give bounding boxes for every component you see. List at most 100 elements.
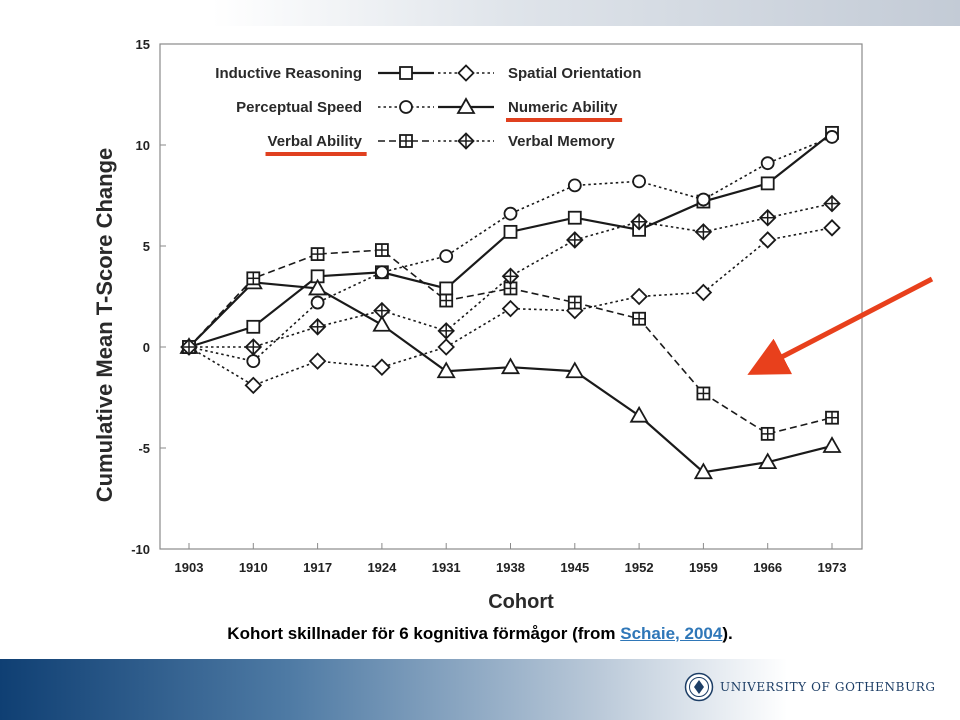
y-tick-label: 5 (143, 239, 150, 254)
data-point (760, 426, 775, 441)
x-tick-label: 1931 (432, 560, 461, 575)
caption: Kohort skillnader för 6 kognitiva förmåg… (0, 624, 960, 644)
legend-item: Inductive Reasoning (215, 65, 434, 82)
data-point (374, 265, 389, 280)
x-axis-ticks: 1903 1910 1917 1924 1931 1938 1945 1952 1959 1966… (175, 543, 847, 575)
x-tick: 1945 (560, 543, 589, 575)
data-point (758, 452, 778, 470)
series-verbal-ability (182, 243, 839, 441)
data-point (760, 156, 775, 171)
y-tick: 5 (143, 239, 166, 254)
x-tick: 1952 (625, 543, 654, 575)
legend-label: Perceptual Speed (236, 99, 362, 116)
data-point (567, 210, 582, 225)
x-tick-label: 1973 (818, 560, 847, 575)
data-point (567, 295, 582, 310)
legend-label: Spatial Orientation (508, 65, 641, 82)
data-point (566, 231, 584, 249)
data-point (437, 338, 455, 356)
x-tick: 1924 (367, 543, 397, 575)
x-tick: 1903 (175, 543, 203, 575)
legend-label: Inductive Reasoning (215, 65, 362, 82)
data-point (308, 318, 327, 336)
y-tick: -5 (138, 441, 166, 456)
y-tick-label: -5 (138, 441, 150, 456)
x-tick: 1966 (753, 543, 782, 575)
data-point (694, 283, 713, 302)
y-tick-label: 15 (136, 37, 150, 52)
data-point (439, 293, 454, 308)
x-tick: 1959 (689, 543, 718, 575)
data-point (823, 194, 841, 213)
y-tick: 0 (143, 340, 166, 355)
citation-link[interactable]: Schaie, 2004 (620, 624, 723, 643)
university-seal-icon (684, 672, 714, 702)
x-tick-label: 1952 (625, 560, 654, 575)
data-point (696, 386, 711, 401)
series-inductive-reasoning (182, 125, 839, 354)
y-tick-label: -10 (131, 542, 150, 557)
data-point (373, 358, 391, 376)
legend-item: Verbal Ability (265, 133, 434, 156)
series-line (188, 227, 833, 387)
data-point (693, 462, 713, 480)
university-logo: UNIVERSITY OF GOTHENBURG (684, 672, 935, 704)
y-tick: 10 (136, 138, 166, 153)
data-point (632, 311, 646, 326)
chart: 15 10 5 0 -5 -10 1903 1910 1917 1924 1931 1938 1945… (92, 37, 934, 613)
data-point (244, 376, 263, 395)
data-point (246, 319, 261, 334)
x-tick: 1938 (496, 543, 525, 575)
x-tick-label: 1938 (496, 560, 525, 575)
data-point (758, 231, 777, 249)
data-point (439, 249, 454, 264)
data-point (180, 338, 198, 356)
series-verbal-memory (180, 194, 841, 356)
data-point (632, 174, 646, 189)
legend-item: Spatial Orientation (438, 64, 641, 82)
y-tick-label: 10 (136, 138, 150, 153)
data-point (822, 436, 842, 453)
data-point (503, 206, 518, 221)
footer-gradient-bar (0, 659, 960, 720)
red-arrow-icon (747, 276, 934, 375)
x-axis-title: Cohort (488, 591, 554, 613)
data-point (758, 208, 777, 227)
data-point (372, 314, 392, 332)
data-point (374, 243, 389, 257)
data-point (694, 223, 713, 241)
y-axis-ticks: 15 10 5 0 -5 -10 (131, 37, 166, 557)
logo-text: UNIVERSITY OF GOTHENBURG (720, 680, 936, 694)
data-point (246, 271, 261, 286)
legend: Inductive Reasoning Spatial Orientation Pe… (215, 64, 641, 156)
y-axis-title: Cumulative Mean T-Score Change (92, 148, 117, 503)
data-point (373, 301, 391, 320)
data-point (439, 281, 454, 296)
data-point (630, 287, 648, 306)
data-point (437, 322, 455, 340)
x-tick: 1973 (818, 543, 847, 575)
legend-label: Numeric Ability (508, 99, 618, 116)
data-point (501, 299, 520, 318)
data-point (823, 219, 841, 237)
x-tick-label: 1959 (689, 560, 718, 575)
data-point (501, 267, 520, 286)
data-point (825, 410, 839, 425)
legend-label: Verbal Memory (508, 133, 615, 150)
y-tick: 15 (136, 37, 166, 52)
x-tick: 1931 (432, 543, 461, 575)
caption-text: Kohort skillnader för 6 kognitiva förmåg… (227, 624, 621, 643)
header-gradient-bar (212, 0, 960, 26)
data-point (500, 357, 521, 375)
x-tick-label: 1945 (560, 560, 589, 575)
x-tick-label: 1924 (367, 560, 397, 575)
data-point (565, 361, 585, 379)
data-point (308, 278, 328, 296)
data-point (244, 338, 263, 356)
series-perceptual-speed (182, 130, 839, 369)
data-point (629, 405, 649, 423)
data-point (825, 130, 839, 144)
x-tick-label: 1910 (239, 560, 268, 575)
x-tick-label: 1966 (753, 560, 782, 575)
data-point (696, 192, 711, 207)
